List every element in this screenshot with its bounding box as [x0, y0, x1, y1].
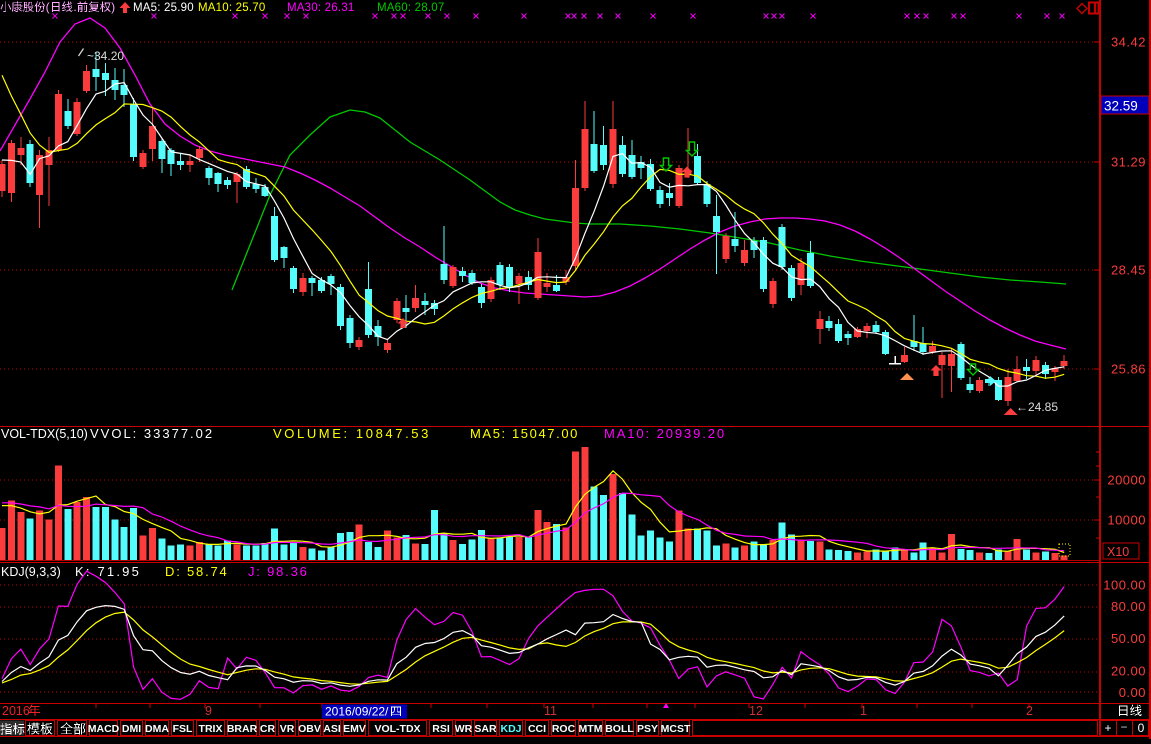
svg-text:KDJ(9,3,3): KDJ(9,3,3)	[1, 565, 61, 579]
svg-text:11: 11	[544, 704, 557, 718]
svg-text:MA60: 28.07: MA60: 28.07	[377, 2, 444, 14]
svg-text:1: 1	[860, 704, 867, 718]
svg-text:32.59: 32.59	[1104, 99, 1138, 114]
svg-text:BRAR: BRAR	[227, 723, 258, 735]
svg-text:−: −	[1120, 720, 1127, 734]
svg-text:X10: X10	[1107, 545, 1129, 559]
svg-text:0: 0	[1138, 721, 1145, 735]
svg-text:MA10: 25.70: MA10: 25.70	[198, 2, 265, 14]
svg-text:0.00: 0.00	[1119, 685, 1146, 700]
svg-text:31.29: 31.29	[1111, 155, 1146, 170]
svg-text:MA5: 15047.00: MA5: 15047.00	[470, 426, 579, 441]
svg-text:CR: CR	[260, 723, 276, 735]
svg-text:D: 58.74: D: 58.74	[165, 564, 229, 579]
svg-text:VOL-TDX(5,10): VOL-TDX(5,10)	[1, 427, 88, 441]
svg-text:VOLUME: 10847.53: VOLUME: 10847.53	[273, 426, 431, 441]
svg-text:VOL-TDX: VOL-TDX	[374, 723, 420, 735]
svg-text:12: 12	[749, 704, 763, 718]
svg-text:←24.85: ←24.85	[1016, 400, 1058, 414]
svg-text:MA10: 20939.20: MA10: 20939.20	[604, 426, 726, 441]
svg-text:MCST: MCST	[661, 723, 691, 735]
svg-text:OBV: OBV	[298, 723, 321, 735]
svg-text:ASI: ASI	[323, 723, 341, 735]
svg-text:PSY: PSY	[637, 723, 658, 735]
svg-text:80.00: 80.00	[1111, 599, 1146, 614]
svg-text:CCI: CCI	[528, 723, 546, 735]
svg-text:(: (	[46, 0, 50, 14]
svg-text:10000: 10000	[1107, 513, 1146, 528]
svg-text:DMI: DMI	[122, 723, 141, 735]
svg-text:2016/09/22/: 2016/09/22/	[325, 705, 389, 719]
svg-text:J: 98.36: J: 98.36	[248, 564, 309, 579]
svg-text:BOLL: BOLL	[605, 723, 634, 735]
svg-text:2: 2	[1026, 704, 1033, 718]
svg-text:25.86: 25.86	[1111, 362, 1146, 377]
svg-text:100.00: 100.00	[1103, 578, 1146, 593]
svg-text:K: 71.95: K: 71.95	[75, 564, 141, 579]
svg-text:TRIX: TRIX	[199, 723, 223, 735]
svg-text:MTM: MTM	[579, 723, 603, 735]
svg-text:FSL: FSL	[173, 723, 193, 735]
svg-text:2016: 2016	[2, 704, 30, 718]
svg-text:.: .	[73, 0, 76, 14]
svg-text:KDJ: KDJ	[500, 723, 521, 735]
svg-text:50.00: 50.00	[1111, 631, 1146, 646]
svg-text:DMA: DMA	[145, 723, 169, 735]
svg-text:34.42: 34.42	[1111, 35, 1146, 50]
svg-text:RSI: RSI	[432, 723, 450, 735]
svg-text:+: +	[1104, 721, 1111, 735]
svg-text:SAR: SAR	[474, 723, 497, 735]
svg-text:20000: 20000	[1107, 473, 1146, 488]
svg-text:ROC: ROC	[552, 723, 576, 735]
svg-text:MA30: 26.31: MA30: 26.31	[287, 2, 354, 14]
svg-text:MA5: 25.90: MA5: 25.90	[133, 2, 194, 14]
svg-text:9: 9	[205, 704, 212, 718]
svg-text:VVOL: 33377.02: VVOL: 33377.02	[90, 426, 214, 441]
svg-text:EMV: EMV	[343, 723, 366, 735]
svg-text:): )	[111, 0, 115, 14]
svg-text:WR: WR	[455, 723, 473, 735]
svg-text:VR: VR	[280, 723, 295, 735]
svg-text:MACD: MACD	[88, 723, 120, 735]
svg-text:~34.20: ~34.20	[87, 49, 124, 63]
svg-text:20.00: 20.00	[1111, 664, 1146, 679]
svg-text:28.45: 28.45	[1111, 263, 1146, 278]
